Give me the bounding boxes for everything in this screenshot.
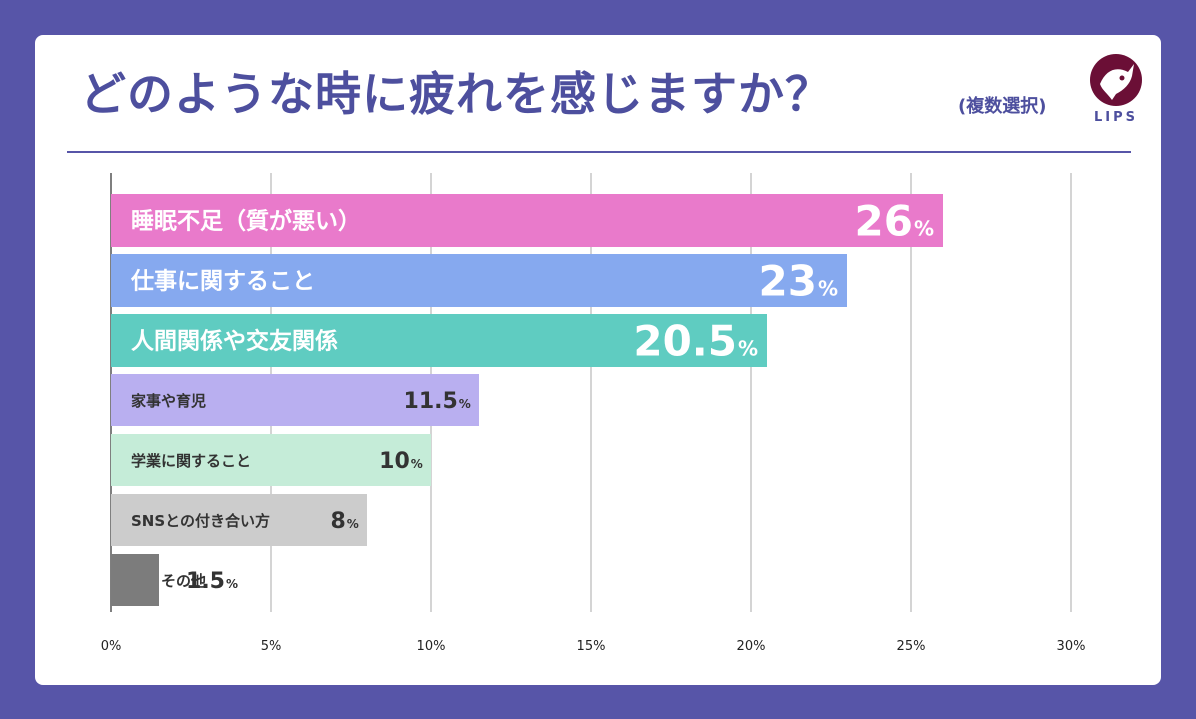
- bar: [111, 434, 431, 486]
- x-tick-label: 15%: [577, 639, 606, 654]
- value-label: 23: [759, 257, 817, 306]
- x-tick-label: 10%: [417, 639, 446, 654]
- x-tick-label: 0%: [101, 639, 122, 654]
- bar: [111, 254, 847, 307]
- bar-group: 睡眠不足（質が悪い） 26%: [111, 194, 943, 247]
- x-tick-label: 30%: [1057, 639, 1086, 654]
- x-axis-ticks: 0% 5% 10% 15% 20% 25% 30%: [101, 639, 1086, 654]
- deer-head-icon: [1090, 54, 1142, 106]
- category-label: その他: [161, 572, 206, 590]
- value-unit: %: [818, 277, 838, 301]
- bar: [111, 494, 367, 546]
- value-label: 10: [379, 449, 410, 474]
- bar-group: SNSとの付き合い方 8%: [111, 494, 367, 546]
- bar-group: 人間関係や交友関係 20.5%: [111, 314, 767, 367]
- category-label: 家事や育児: [131, 392, 206, 410]
- bar: [111, 554, 159, 606]
- logo-text: LIPS: [1093, 110, 1138, 125]
- value-label: 26: [855, 197, 913, 246]
- value-unit: %: [459, 397, 471, 411]
- bars: 睡眠不足（質が悪い） 26 %仕事に関すること 23 %人間関係や交友関係 20.5 %家事…: [111, 194, 943, 606]
- bar: [111, 314, 767, 367]
- value-label: 8: [330, 509, 345, 534]
- value-unit: %: [226, 577, 238, 591]
- bar-group: 学業に関すること 10%: [111, 434, 431, 486]
- value-unit: %: [738, 337, 758, 361]
- category-label: 学業に関すること: [131, 452, 251, 470]
- page-title: どのような時に疲れを感じますか？: [80, 67, 832, 121]
- title-divider: [67, 151, 1131, 153]
- bar-group: 仕事に関すること 23%: [111, 254, 847, 307]
- category-label: 仕事に関すること: [130, 268, 315, 295]
- bar: [111, 374, 479, 426]
- value-label: 11.5: [404, 389, 458, 414]
- x-tick-label: 5%: [261, 639, 282, 654]
- x-tick-label: 20%: [737, 639, 766, 654]
- bar: [111, 194, 943, 247]
- value-label: 1.5: [186, 569, 225, 594]
- value-unit: %: [411, 457, 423, 471]
- category-label: SNSとの付き合い方: [131, 512, 270, 530]
- value-unit: %: [347, 517, 359, 531]
- page-subtitle: (複数選択): [958, 96, 1047, 117]
- x-tick-label: 25%: [897, 639, 926, 654]
- category-label: 睡眠不足（質が悪い）: [131, 208, 361, 235]
- category-label: 人間関係や交友関係: [131, 328, 338, 355]
- bar-group: 家事や育児 11.5%: [111, 374, 479, 426]
- value-label: 20.5: [633, 317, 737, 366]
- value-unit: %: [914, 217, 934, 241]
